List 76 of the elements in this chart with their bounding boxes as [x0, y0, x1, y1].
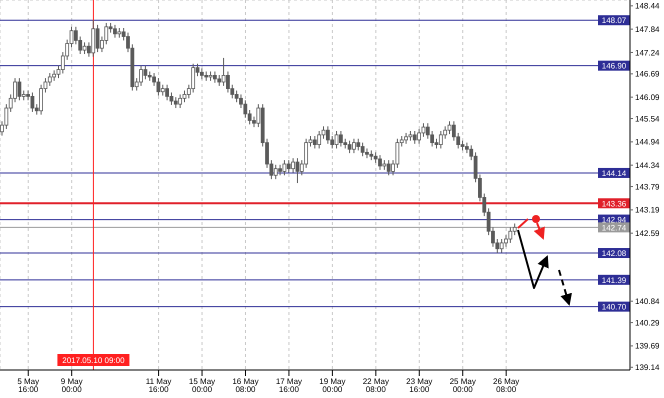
x-tick-label: 26 May 08:00 — [493, 377, 520, 394]
y-tick-label: 145.54 — [635, 114, 660, 124]
candlestick — [217, 74, 222, 86]
y-tick-label: 147.24 — [635, 48, 660, 58]
x-tick-label: 5 May 16:00 — [17, 377, 40, 394]
candlestick — [374, 152, 378, 164]
y-tick-label: 143.79 — [635, 182, 660, 192]
y-tick-label: 147.84 — [635, 24, 660, 34]
y-tick-label: 146.69 — [635, 70, 660, 79]
candlestick — [356, 138, 360, 151]
candlestick — [343, 138, 348, 149]
candlestick — [104, 22, 108, 45]
candlestick — [160, 84, 165, 96]
x-tick-label: 2017.05.10 09:00 — [62, 356, 126, 365]
candlestick — [369, 150, 374, 161]
ref-line-label: 142.74 — [602, 223, 627, 232]
ref-line-label: 146.90 — [602, 62, 627, 71]
candlestick — [291, 158, 296, 174]
candlestick — [148, 71, 152, 82]
x-tick-label: 22 May 08:00 — [362, 377, 389, 394]
candlestick — [378, 154, 382, 170]
candlestick — [117, 27, 122, 38]
ref-line-label: 142.94 — [602, 216, 627, 225]
candlestick — [412, 130, 417, 144]
candlestick — [508, 226, 512, 244]
x-tick-label: 11 May 16:00 — [146, 377, 172, 394]
candlestick — [17, 78, 22, 101]
y-tick-label: 148.44 — [635, 2, 660, 11]
x-tick-label: 23 May 16:00 — [406, 377, 432, 394]
candlestick — [360, 142, 365, 157]
candlestick — [326, 126, 330, 144]
ref-line-label: 142.08 — [602, 249, 627, 258]
candlestick — [174, 96, 178, 109]
x-tick-label: 25 May 00:00 — [450, 377, 476, 394]
x-tick-label: 15 May 00:00 — [188, 377, 216, 394]
candlestick — [512, 222, 517, 236]
candlestick — [386, 160, 391, 176]
y-tick-label: 140.29 — [635, 318, 660, 328]
candlestick — [191, 63, 196, 93]
ref-line-label: 144.14 — [602, 168, 627, 178]
candlestick — [382, 160, 386, 170]
candlestick — [204, 71, 208, 82]
ref-line-label: 140.70 — [602, 302, 627, 312]
candlestick — [200, 68, 204, 80]
candlestick — [143, 65, 148, 80]
candlestick — [438, 130, 443, 149]
y-tick-label: 139.14 — [635, 363, 660, 372]
y-tick-label: 142.59 — [635, 229, 660, 238]
candlestick — [286, 160, 291, 174]
ref-line-label: 143.36 — [602, 199, 627, 208]
candlestick — [212, 71, 217, 84]
y-tick-label: 143.19 — [635, 206, 660, 215]
candlestick — [395, 138, 400, 168]
y-tick-label: 146.09 — [635, 93, 660, 102]
x-tick-label: 19 May 00:00 — [319, 377, 346, 394]
x-tick-label: 9 May 00:00 — [60, 377, 83, 394]
candlestick — [500, 238, 504, 254]
candlestick — [317, 130, 322, 149]
candlestick — [417, 128, 422, 144]
y-tick-label: 140.84 — [635, 297, 660, 306]
y-tick-label: 144.94 — [635, 138, 660, 147]
candlestick — [338, 130, 343, 148]
x-tick-label: 17 May 16:00 — [276, 377, 302, 394]
candlestick — [39, 84, 44, 116]
candlestick — [178, 94, 182, 109]
candlestick — [312, 136, 317, 149]
candlestick — [426, 122, 430, 140]
ref-line-label: 141.39 — [602, 276, 627, 285]
ref-line-label: 148.07 — [602, 16, 627, 26]
candlestick — [243, 100, 248, 118]
candlestick — [165, 84, 170, 101]
x-tick-label: 16 May 08:00 — [232, 377, 259, 394]
y-tick-label: 139.69 — [635, 342, 660, 351]
candlestick — [48, 72, 52, 86]
y-tick-label: 144.34 — [635, 161, 660, 170]
candlestick — [504, 234, 508, 248]
